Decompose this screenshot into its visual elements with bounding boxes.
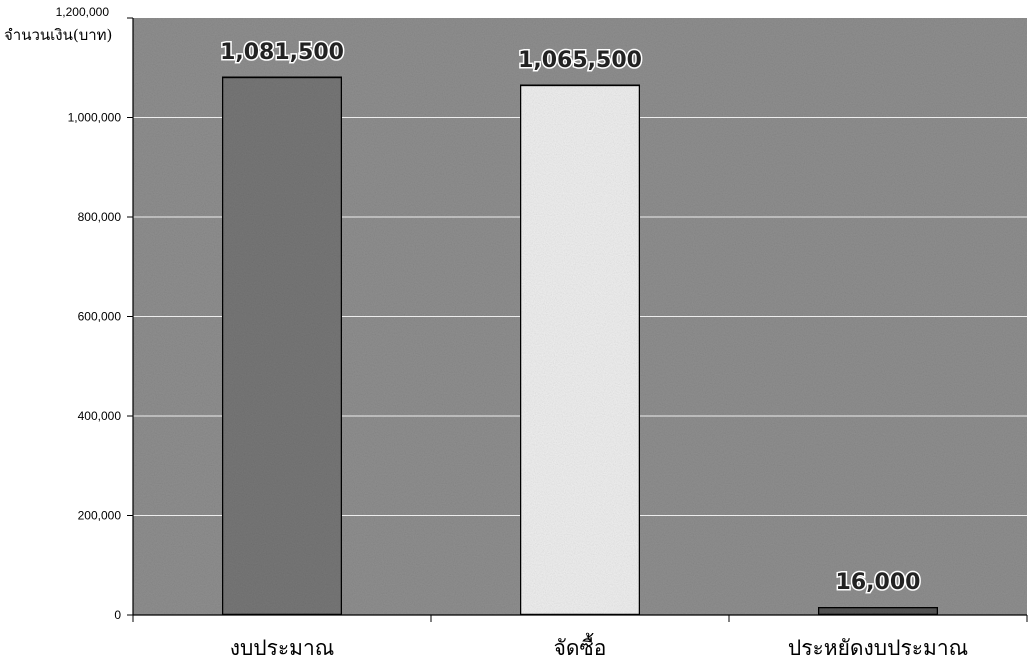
y-tick-label: 800,000 bbox=[78, 210, 122, 224]
y-tick-label: 1,200,000 bbox=[56, 5, 110, 19]
y-tick-label: 0 bbox=[114, 608, 121, 622]
y-axis-title: จำนวนเงิน(บาท) bbox=[4, 26, 112, 44]
category-labels: งบประมาณ จัดซื้อ ประหยัดงบประมาณ bbox=[230, 633, 968, 660]
bar bbox=[816, 605, 940, 617]
y-tick-label: 400,000 bbox=[78, 409, 122, 423]
bar bbox=[518, 83, 642, 617]
category-label: งบประมาณ bbox=[230, 636, 335, 660]
category-label: จัดซื้อ bbox=[554, 633, 607, 660]
y-tick-label: 600,000 bbox=[78, 310, 122, 324]
bars bbox=[220, 75, 940, 617]
y-tick-label: 1,000,000 bbox=[68, 111, 122, 125]
data-label: 1,081,500 bbox=[220, 40, 344, 65]
bar bbox=[220, 75, 344, 617]
data-label: 1,065,500 bbox=[518, 48, 642, 73]
data-label: 16,000 bbox=[836, 570, 921, 595]
y-axis-ticks: 0 200,000 400,000 600,000 800,000 1,000,000 1,… bbox=[56, 5, 133, 622]
x-axis-ticks bbox=[132, 615, 1028, 622]
data-labels: 1,081,500 1,065,500 16,000 bbox=[219, 38, 922, 596]
y-tick-label: 200,000 bbox=[78, 509, 122, 523]
category-label: ประหยัดงบประมาณ bbox=[788, 636, 968, 660]
